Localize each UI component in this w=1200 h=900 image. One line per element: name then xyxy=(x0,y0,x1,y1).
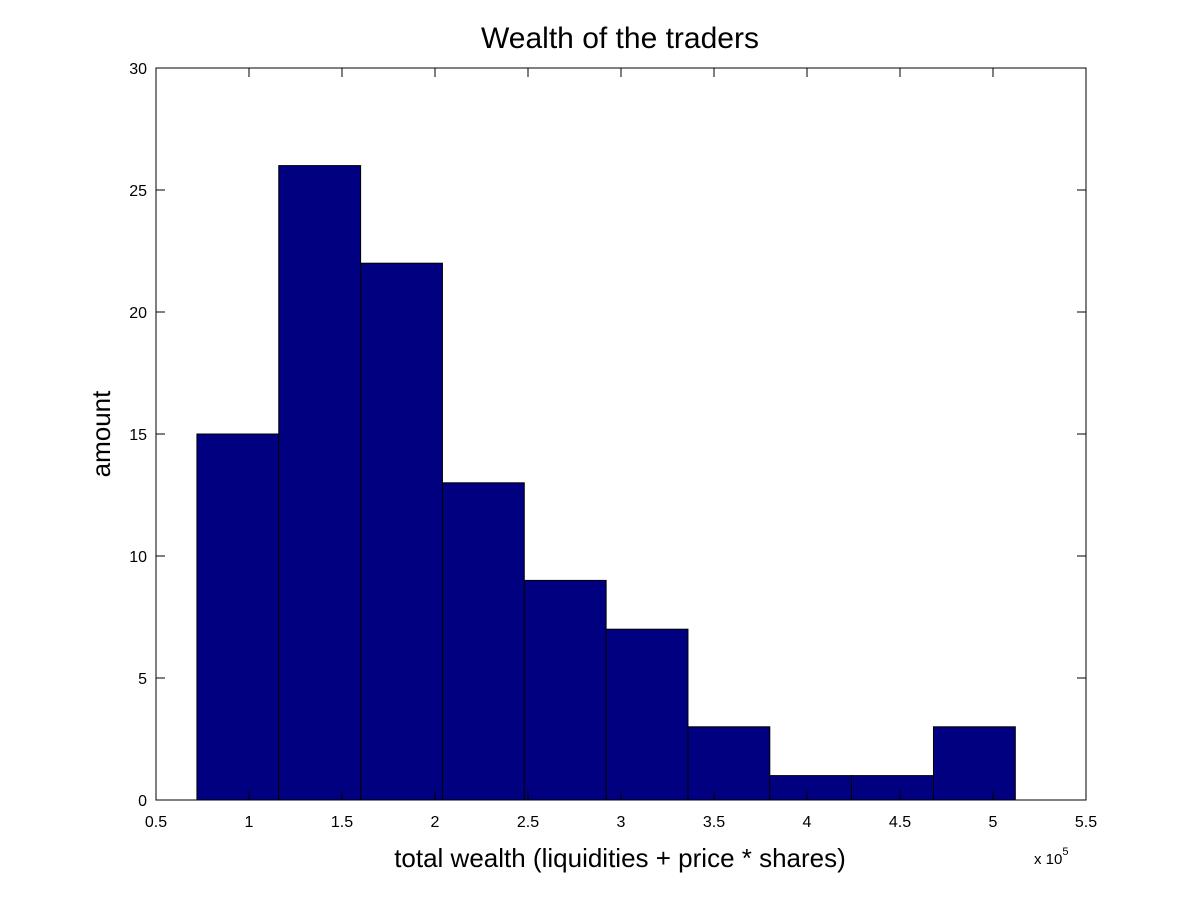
x-tick-label: 2.5 xyxy=(517,814,539,831)
y-tick-label: 15 xyxy=(129,427,147,444)
y-axis-label: amount xyxy=(86,390,116,477)
histogram-bar xyxy=(278,165,362,801)
x-axis-multiplier-base: x 10 xyxy=(1034,851,1062,868)
x-tick-label: 5.5 xyxy=(1075,814,1097,831)
histogram-bar xyxy=(441,482,525,801)
x-tick-label: 5 xyxy=(989,814,998,831)
histogram-bar xyxy=(196,433,280,801)
x-axis-multiplier-exponent: 5 xyxy=(1062,846,1068,858)
x-tick-label: 1 xyxy=(245,814,254,831)
histogram-bar xyxy=(769,775,853,801)
y-tick-label: 30 xyxy=(129,61,147,78)
x-axis-multiplier: x 105 xyxy=(1034,846,1068,868)
y-tick-label: 10 xyxy=(129,549,147,566)
y-tick-label: 20 xyxy=(129,305,147,322)
x-tick-label: 1.5 xyxy=(331,814,353,831)
x-tick-label: 3 xyxy=(617,814,626,831)
x-tick-label: 3.5 xyxy=(703,814,725,831)
y-tick-label: 5 xyxy=(138,671,147,688)
x-axis-label: total wealth (liquidities + price * shar… xyxy=(394,843,846,873)
histogram-bar xyxy=(605,628,689,801)
tick-labels-group: 0.5 1 1.5 2 2.5 3 3.5 4 4.5 5 5.5 0 5 10 15 20 25 30 xyxy=(129,61,1097,831)
histogram-bar xyxy=(687,726,771,801)
x-tick-label: 4.5 xyxy=(889,814,911,831)
x-tick-label: 4 xyxy=(803,814,812,831)
bars-group xyxy=(196,165,1016,801)
histogram-bar xyxy=(932,726,1016,801)
axis-ticks-group xyxy=(155,67,1087,801)
histogram-bar xyxy=(523,579,607,801)
histogram-bar xyxy=(360,262,443,801)
y-tick-label: 25 xyxy=(129,183,147,200)
x-tick-label: 0.5 xyxy=(145,814,167,831)
y-tick-label: 0 xyxy=(138,793,147,810)
histogram-bar xyxy=(851,775,934,801)
x-tick-label: 2 xyxy=(431,814,440,831)
chart-title: Wealth of the traders xyxy=(481,22,759,55)
